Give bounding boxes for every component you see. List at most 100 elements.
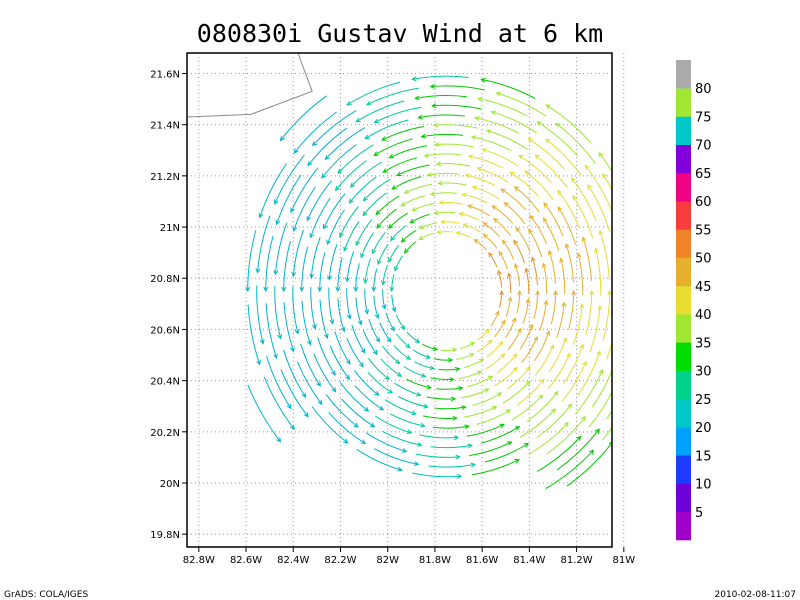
streamline: [419, 434, 459, 439]
streamline: [247, 230, 257, 292]
streamline-arrow: [500, 188, 506, 194]
streamline: [274, 154, 305, 204]
streamline-arrow: [647, 371, 651, 375]
streamline: [265, 303, 278, 359]
streamline-arrow: [531, 256, 536, 262]
streamline: [388, 244, 400, 262]
streamline: [606, 409, 612, 419]
colorbar-swatch: [676, 511, 691, 541]
streamline-arrow: [348, 198, 354, 204]
streamline: [396, 333, 411, 348]
streamline-arrow: [290, 424, 295, 431]
colorbar-label: 25: [695, 393, 712, 408]
streamline: [373, 295, 379, 319]
streamline-arrow: [411, 410, 417, 416]
streamline: [502, 240, 515, 260]
streamline-arrow: [454, 366, 461, 372]
streamline: [349, 176, 377, 204]
streamline-arrow: [311, 141, 318, 147]
streamline-arrow: [312, 324, 317, 330]
streamline-arrow: [405, 343, 411, 349]
colorbar-label: 55: [695, 223, 712, 238]
streamline: [480, 426, 520, 444]
streamline: [433, 124, 478, 129]
streamline: [498, 251, 508, 270]
streamline: [391, 176, 422, 190]
chart-title: 080830i Gustav Wind at 6 km: [197, 19, 603, 48]
streamline: [341, 398, 375, 428]
streamline-arrow: [317, 286, 323, 293]
streamline: [346, 81, 401, 106]
streamline: [519, 324, 533, 350]
streamline-arrow: [543, 299, 549, 306]
streamline: [337, 298, 345, 332]
streamline-arrow: [482, 233, 489, 239]
streamline: [293, 186, 316, 231]
streamline-arrow: [576, 435, 582, 441]
streamline: [539, 300, 547, 331]
streamline-arrow: [331, 370, 336, 376]
streamline: [548, 250, 556, 284]
streamline-arrow: [496, 392, 503, 398]
streamline: [432, 104, 482, 110]
streamline: [290, 167, 319, 213]
streamline-arrow: [386, 337, 392, 343]
streamline-arrow: [326, 239, 331, 246]
streamline: [293, 111, 337, 154]
streamline-arrow: [324, 154, 330, 161]
streamline-arrow: [293, 148, 299, 154]
streamline-arrow: [614, 358, 618, 362]
streamline-arrow: [462, 223, 468, 228]
streamline: [400, 195, 426, 207]
streamline-arrow: [617, 163, 621, 168]
streamline-arrow: [420, 133, 426, 139]
streamline-arrow: [275, 219, 281, 226]
streamline: [362, 192, 387, 216]
streamline-arrow: [589, 449, 595, 455]
streamline: [409, 213, 430, 224]
streamline-arrow: [490, 110, 497, 116]
streamline-arrow: [396, 372, 403, 377]
streamline: [414, 361, 435, 370]
streamline-arrow: [598, 229, 604, 236]
streamline: [396, 164, 430, 176]
streamline: [354, 385, 384, 411]
streamline: [283, 349, 307, 398]
streamline-arrow: [559, 257, 564, 263]
streamline: [363, 178, 391, 202]
streamline-arrow: [523, 442, 530, 448]
streamline-arrow: [469, 353, 475, 358]
streamline-arrow: [450, 396, 457, 402]
streamline: [311, 406, 349, 444]
y-tick-label: 20.4N: [150, 377, 180, 388]
streamline-arrow: [371, 248, 377, 255]
streamline: [595, 248, 602, 296]
colorbar-swatch: [676, 285, 691, 315]
streamline-arrow: [292, 226, 298, 232]
streamline: [548, 353, 571, 389]
colorbar-label: 15: [695, 449, 712, 464]
colorbar-label: 10: [695, 478, 712, 493]
streamline: [438, 182, 467, 186]
streamline-arrow: [301, 392, 307, 399]
x-tick-label: 82.2W: [324, 555, 356, 566]
streamline: [328, 412, 366, 444]
streamline-arrow: [650, 211, 654, 215]
streamline: [472, 186, 500, 200]
streamline-arrow: [360, 252, 365, 259]
streamline: [360, 232, 374, 258]
streamline: [424, 153, 461, 157]
colorbar-label: 70: [695, 139, 712, 154]
streamline: [557, 190, 581, 229]
streamline-arrow: [420, 422, 426, 428]
streamline: [404, 183, 433, 194]
streamline: [456, 232, 472, 239]
streamline: [577, 253, 584, 296]
streamline-arrow: [369, 422, 376, 428]
streamline-arrow: [576, 252, 582, 258]
streamline-arrow: [350, 182, 356, 188]
streamline: [468, 155, 504, 169]
streamline-arrow: [525, 297, 531, 304]
streamline-arrow: [506, 441, 513, 446]
